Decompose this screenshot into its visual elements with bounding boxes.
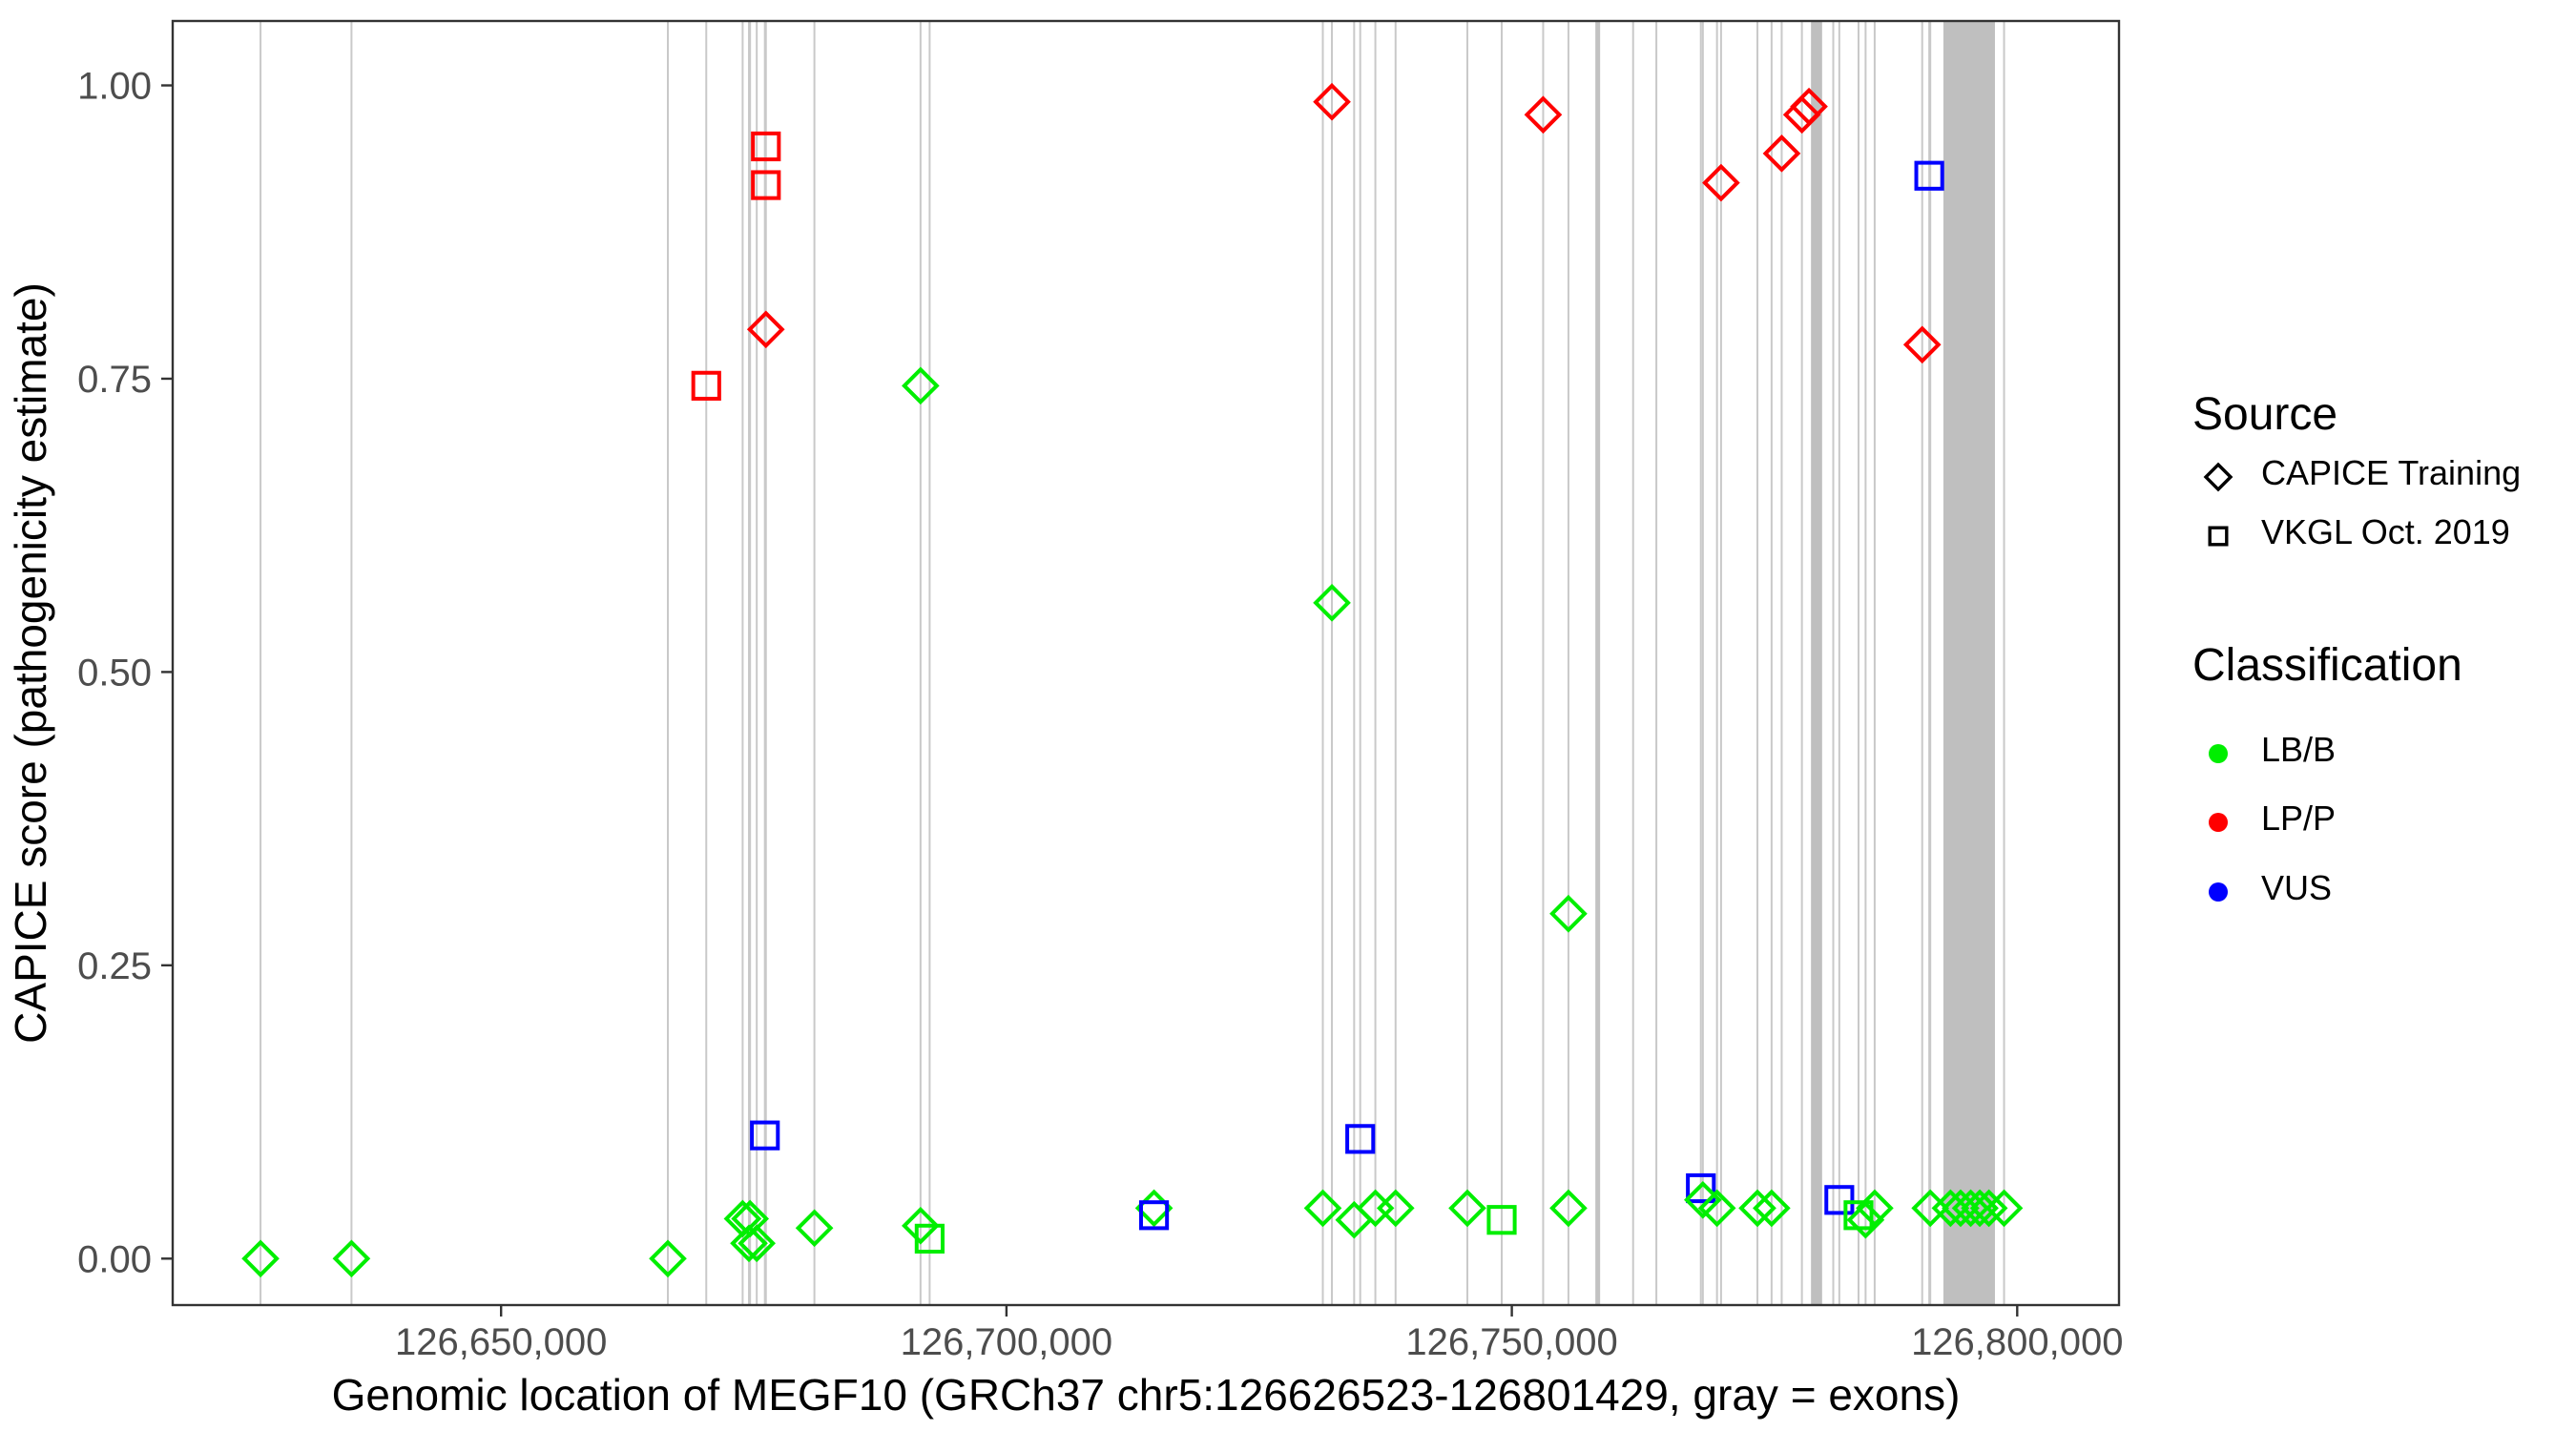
svg-text:126,650,000: 126,650,000 <box>395 1321 607 1363</box>
svg-text:VUS: VUS <box>2261 868 2332 907</box>
svg-text:CAPICE score (pathogenicity es: CAPICE score (pathogenicity estimate) <box>6 282 55 1044</box>
svg-text:CAPICE Training: CAPICE Training <box>2261 453 2521 492</box>
svg-text:126,800,000: 126,800,000 <box>1911 1321 2123 1363</box>
svg-text:Classification: Classification <box>2192 640 2462 691</box>
svg-text:LP/P: LP/P <box>2261 798 2336 838</box>
svg-text:VKGL Oct. 2019: VKGL Oct. 2019 <box>2261 512 2510 551</box>
svg-text:Genomic location of MEGF10 (GR: Genomic location of MEGF10 (GRCh37 chr5:… <box>332 1370 1961 1420</box>
svg-text:LB/B: LB/B <box>2261 730 2336 769</box>
svg-text:126,750,000: 126,750,000 <box>1405 1321 1617 1363</box>
svg-text:0.25: 0.25 <box>77 945 152 987</box>
svg-text:0.50: 0.50 <box>77 652 152 694</box>
svg-text:0.00: 0.00 <box>77 1238 152 1280</box>
svg-text:Source: Source <box>2192 389 2337 440</box>
svg-text:1.00: 1.00 <box>77 66 152 108</box>
svg-text:126,700,000: 126,700,000 <box>901 1321 1112 1363</box>
svg-text:0.75: 0.75 <box>77 359 152 401</box>
